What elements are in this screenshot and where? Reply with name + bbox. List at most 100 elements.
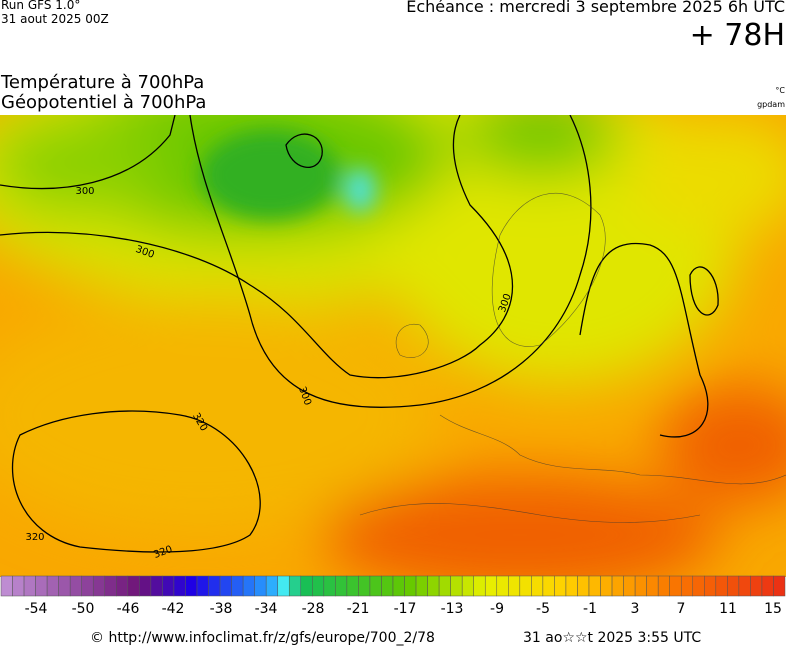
colorbar-swatch — [761, 575, 774, 597]
colorbar-swatch — [231, 575, 244, 597]
colorbar-swatch — [58, 575, 71, 597]
colorbar-swatch — [381, 575, 394, 597]
colorbar-label: -13 — [441, 601, 464, 615]
colorbar-label: -21 — [347, 601, 370, 615]
colorbar-swatch — [162, 575, 175, 597]
colorbar-swatch — [680, 575, 694, 597]
colorbar-swatch — [773, 575, 786, 597]
colorbar-swatch — [692, 575, 705, 597]
colorbar-swatch — [611, 575, 624, 597]
colorbar-swatch — [646, 575, 659, 597]
unit: gpdam — [757, 100, 785, 109]
colorbar-swatch — [531, 575, 544, 597]
colorbar-label: -42 — [162, 601, 185, 615]
colorbar-swatch — [0, 575, 13, 597]
colorbar: -54 -50 -46 -42 -38 -34 -28 -21 -17 -13 -9 -5 -1 3 7 11… — [0, 575, 786, 615]
colorbar-swatch — [69, 575, 82, 597]
colorbar-label: -1 — [583, 601, 597, 615]
colorbar-label: -46 — [117, 601, 140, 615]
lead-time: + 78H — [689, 18, 785, 53]
colorbar-swatch — [35, 575, 48, 597]
colorbar-swatch — [496, 575, 509, 597]
colorbar-swatch — [300, 575, 313, 597]
colorbar-swatch — [404, 575, 417, 597]
colorbar-swatch — [277, 575, 290, 597]
colorbar-swatch — [139, 575, 152, 597]
contour-label: 300 — [75, 186, 94, 197]
source: © http://www.infoclimat.fr/z/gfs/europe/… — [90, 630, 435, 646]
colorbar-swatch — [104, 575, 117, 597]
colorbar-swatch — [335, 575, 348, 597]
colorbar-swatch — [508, 575, 521, 597]
colorbar-swatch — [116, 575, 129, 597]
colorbar-swatch — [450, 575, 463, 597]
colorbar-swatch — [288, 575, 302, 597]
colorbar-label: 15 — [764, 601, 782, 615]
colorbar-swatch — [704, 575, 717, 597]
colorbar-swatch — [150, 575, 163, 597]
colorbar-label: -34 — [255, 601, 278, 615]
colorbar-swatch — [173, 575, 186, 597]
colorbar-swatch — [634, 575, 647, 597]
colorbar-swatch — [473, 575, 486, 597]
colorbar-swatch — [92, 575, 106, 597]
colorbar-swatch — [242, 575, 255, 597]
colorbar-label: 3 — [631, 601, 640, 615]
colorbar-swatch — [415, 575, 428, 597]
colorbar-swatch — [196, 575, 209, 597]
title: Géopotentiel à 700hPa — [1, 92, 207, 113]
colorbar-swatch — [623, 575, 636, 597]
colorbar-swatch — [715, 575, 728, 597]
colorbar-swatch — [427, 575, 440, 597]
colorbar-swatch — [23, 575, 36, 597]
colorbar-label: -17 — [394, 601, 417, 615]
colorbar-swatch — [577, 575, 590, 597]
colorbar-swatch — [392, 575, 405, 597]
forecast: Echéance : mercredi 3 septembre 2025 6h … — [406, 0, 785, 16]
colorbar-swatch — [461, 575, 474, 597]
colorbar-swatch — [588, 575, 601, 597]
colorbar-swatch — [219, 575, 232, 597]
colorbar-swatch — [519, 575, 532, 597]
colorbar-swatch — [127, 575, 140, 597]
unit: °C — [775, 86, 785, 95]
colorbar-swatch — [323, 575, 336, 597]
colorbar-swatch — [657, 575, 670, 597]
title: Température à 700hPa — [1, 72, 205, 93]
colorbar-swatch — [185, 575, 198, 597]
colorbar-swatch — [600, 575, 613, 597]
contour-label: 320 — [25, 532, 44, 543]
run: Run GFS 1.0° — [1, 0, 81, 12]
colorbar-swatch — [727, 575, 740, 597]
colorbar-swatch — [750, 575, 763, 597]
colorbar-label: -50 — [72, 601, 95, 615]
colorbar-swatch — [554, 575, 567, 597]
colorbar-swatch — [312, 575, 325, 597]
colorbar-swatch — [484, 575, 498, 597]
colorbar-swatch — [542, 575, 555, 597]
colorbar-label: -9 — [490, 601, 504, 615]
colorbar-swatch — [254, 575, 267, 597]
colorbar-label: -54 — [25, 601, 48, 615]
colorbar-swatch — [438, 575, 451, 597]
generated: 31 ao☆☆t 2025 3:55 UTC — [523, 630, 702, 646]
colorbar-label: -5 — [536, 601, 550, 615]
colorbar-swatch — [265, 575, 278, 597]
colorbar-swatch — [81, 575, 94, 597]
colorbar-label: -28 — [302, 601, 325, 615]
colorbar-swatch — [346, 575, 359, 597]
colorbar-swatch — [208, 575, 221, 597]
run-date: 31 aout 2025 00Z — [1, 12, 109, 26]
colorbar-label: 7 — [677, 601, 686, 615]
colorbar-swatch — [669, 575, 682, 597]
colorbar-swatch — [358, 575, 371, 597]
colorbar-label: 11 — [719, 601, 737, 615]
colorbar-swatch — [565, 575, 578, 597]
colorbar-label: -38 — [210, 601, 233, 615]
colorbar-swatch — [12, 575, 25, 597]
colorbar-swatch — [46, 575, 59, 597]
colorbar-swatch — [369, 575, 382, 597]
colorbar-swatch — [738, 575, 751, 597]
